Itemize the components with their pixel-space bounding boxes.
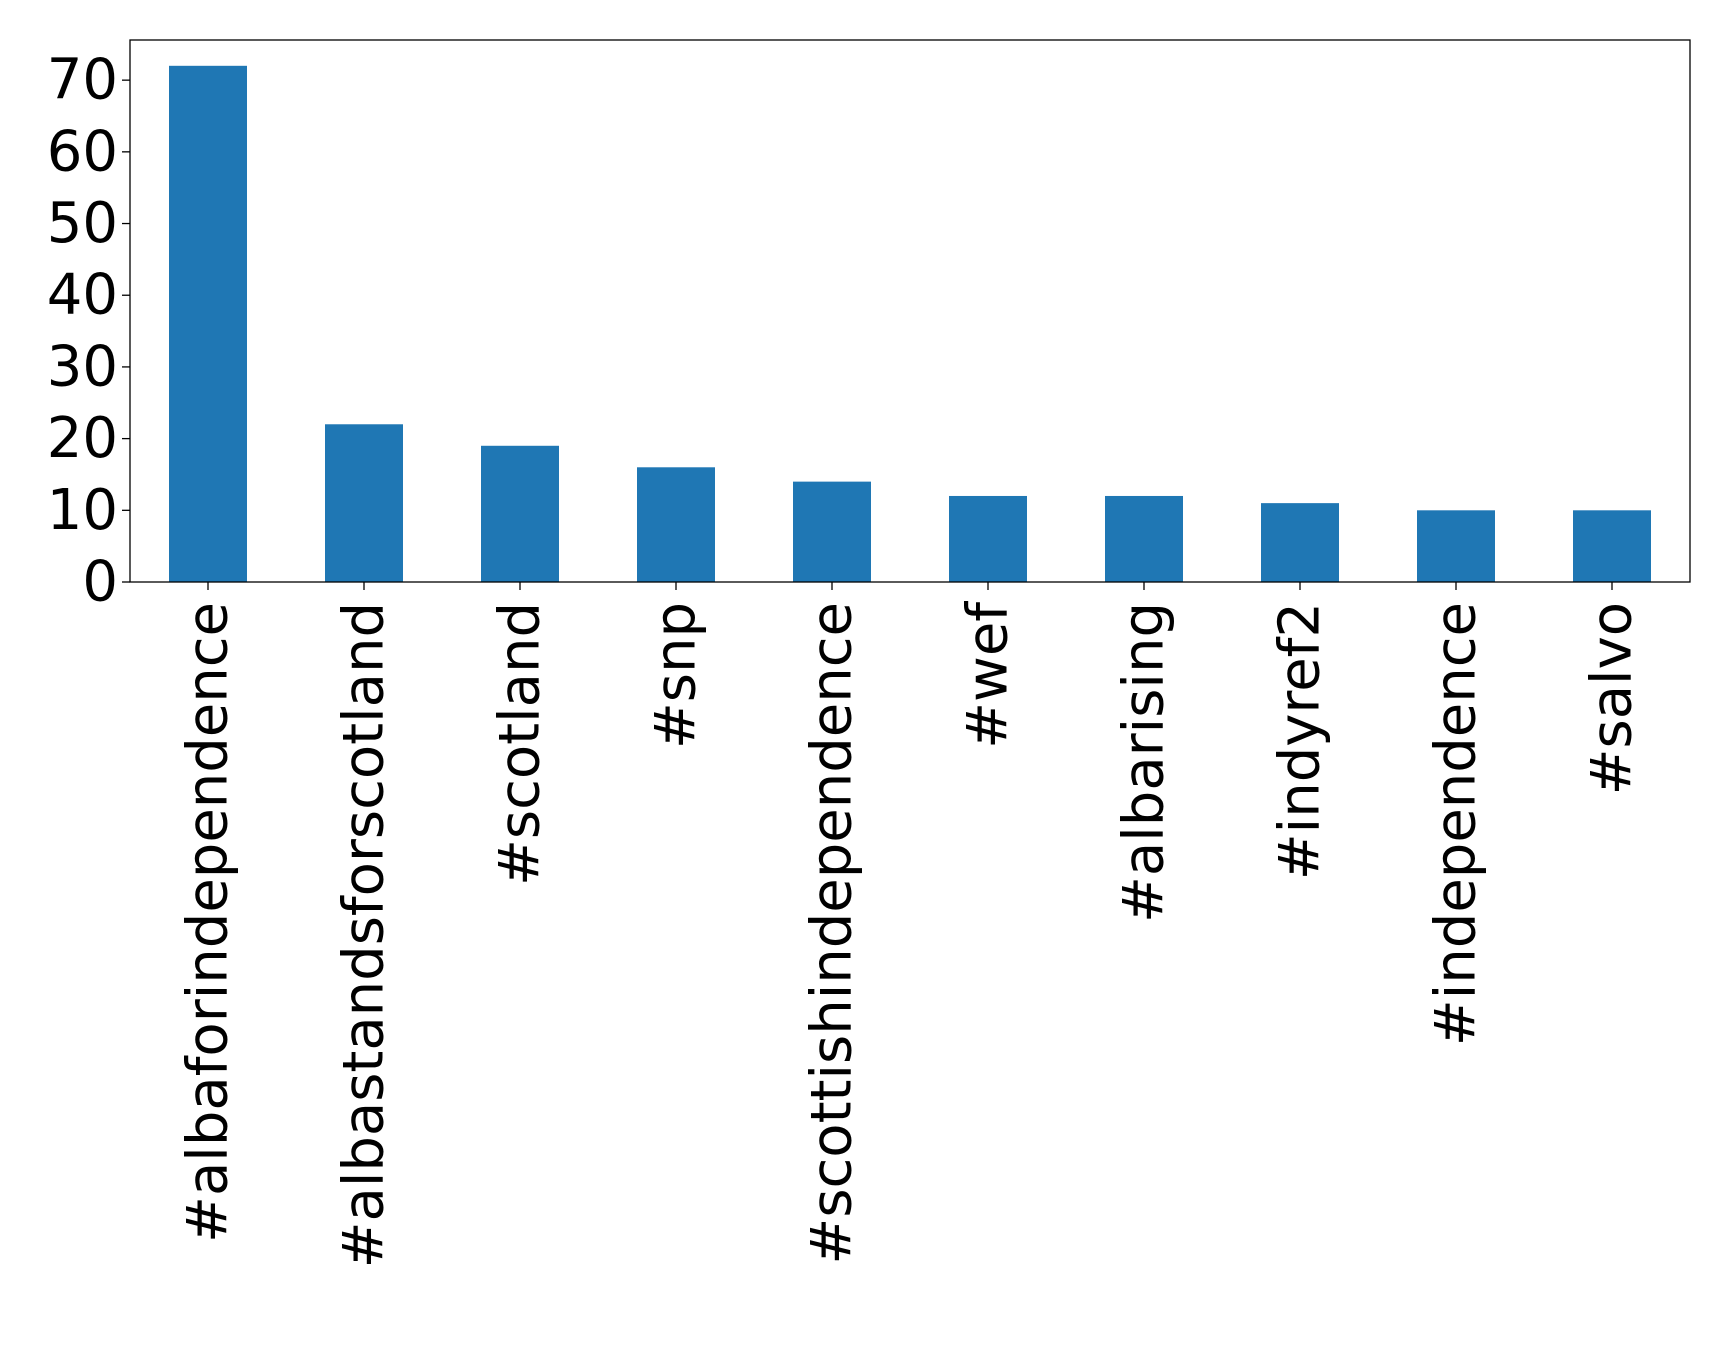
y-tick-label: 10	[47, 478, 118, 543]
y-tick-label: 20	[47, 406, 118, 471]
bar	[949, 495, 1027, 582]
bar	[325, 424, 403, 582]
y-tick-label: 60	[47, 119, 118, 184]
bar	[481, 445, 559, 582]
x-tick-label: #independence	[1424, 602, 1489, 1046]
y-tick-label: 70	[47, 48, 118, 113]
bar	[1573, 510, 1651, 582]
x-tick-label: #albaforindependence	[176, 602, 241, 1243]
bar	[169, 65, 247, 583]
x-axis: #albaforindependence #albastandsforscotla…	[176, 582, 1645, 1268]
x-tick-label: #salvo	[1580, 602, 1645, 795]
bar	[637, 467, 715, 582]
x-tick-label: #snp	[644, 602, 709, 749]
bar	[793, 481, 871, 582]
bar	[1105, 495, 1183, 582]
x-tick-label: #albastandsforscotland	[332, 602, 397, 1268]
x-tick-label: #scottishindependence	[800, 602, 865, 1265]
y-tick-label: 30	[47, 334, 118, 399]
x-tick-label: #scotland	[488, 602, 553, 886]
x-tick-label: #indyref2	[1268, 602, 1333, 880]
y-tick-label: 40	[47, 263, 118, 328]
plot-frame	[129, 39, 1691, 583]
y-tick-label: 50	[47, 191, 118, 256]
x-tick-label: #albarising	[1112, 602, 1177, 923]
x-tick-label: #wef	[956, 601, 1021, 749]
bars-layer	[169, 65, 1651, 583]
bar	[1261, 503, 1339, 582]
y-tick-label: 0	[82, 550, 118, 615]
bar	[1417, 510, 1495, 582]
